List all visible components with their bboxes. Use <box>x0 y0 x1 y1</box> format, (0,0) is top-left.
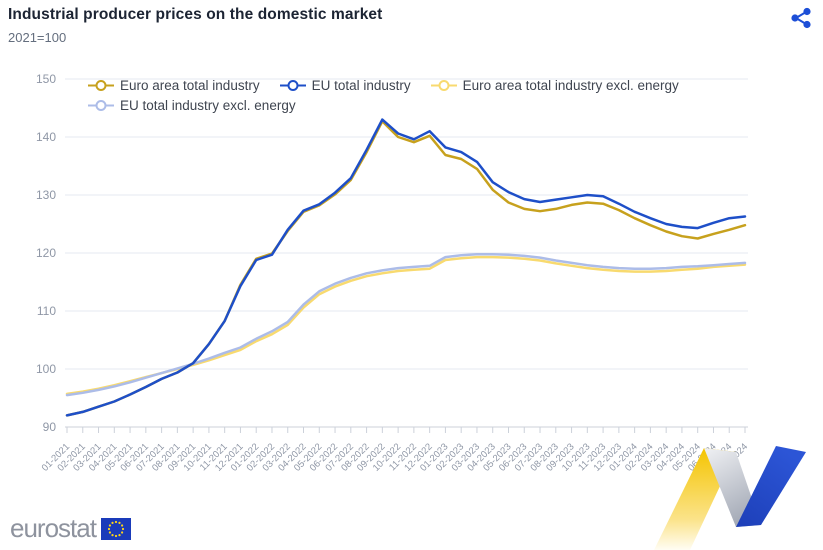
page-title: Industrial producer prices on the domest… <box>8 6 383 23</box>
legend-item-eu-total-industry[interactable]: EU total industry <box>279 78 411 93</box>
y-axis-label: 110 <box>37 304 56 318</box>
chart-header: Industrial producer prices on the domest… <box>8 6 382 45</box>
flag-star <box>118 521 121 524</box>
flag-star <box>114 534 118 537</box>
share-icon[interactable] <box>789 6 813 30</box>
series-line-euro-area-total-industry-excl-energy[interactable] <box>65 255 747 396</box>
legend-label: EU total industry excl. energy <box>120 98 296 113</box>
eurostat-logo-text: eurostat <box>10 513 97 543</box>
legend-label: EU total industry <box>311 78 411 93</box>
legend-item-euro-area-total-industry-excl-energy[interactable]: Euro area total industry excl. energy <box>430 78 679 93</box>
eu-flag-icon <box>100 517 131 540</box>
flag-star <box>111 521 114 524</box>
series-line-eu-total-industry-excl-energy[interactable] <box>65 252 747 397</box>
y-axis-label: 150 <box>36 72 56 86</box>
flag-star <box>121 527 125 530</box>
legend-item-euro-area-total-industry[interactable]: Euro area total industry <box>88 78 260 93</box>
flag-star <box>120 523 124 527</box>
series-line-eu-total-industry[interactable] <box>65 118 747 417</box>
chart-legend: Euro area total industry EU total indust… <box>88 78 764 113</box>
flag-star <box>120 530 124 534</box>
legend-marker-icon <box>88 100 114 111</box>
legend-marker-icon <box>88 80 114 91</box>
flag-star <box>108 523 111 527</box>
decorative-ribbon <box>654 446 806 550</box>
y-axis-label: 140 <box>36 130 56 144</box>
ribbon-blue-stripe <box>736 446 806 527</box>
legend-marker-icon <box>279 80 306 91</box>
y-axis-label: 100 <box>36 362 56 376</box>
flag-star <box>114 520 118 523</box>
legend-label: Euro area total industry excl. energy <box>462 78 679 93</box>
flag-star <box>118 533 121 536</box>
chart-subtitle: 2021=100 <box>8 30 67 45</box>
legend-item-eu-total-industry-excl-energy[interactable]: EU total industry excl. energy <box>88 98 296 113</box>
flag-star <box>111 533 114 536</box>
y-axis-label: 90 <box>43 420 57 434</box>
y-axis-label: 130 <box>36 188 56 202</box>
legend-label: Euro area total industry <box>120 78 260 93</box>
y-axis-label: 120 <box>36 246 56 260</box>
legend-marker-icon <box>430 80 457 91</box>
flag-star <box>107 527 111 530</box>
flag-star <box>108 530 111 534</box>
eurostat-logo: eurostat <box>10 513 131 544</box>
